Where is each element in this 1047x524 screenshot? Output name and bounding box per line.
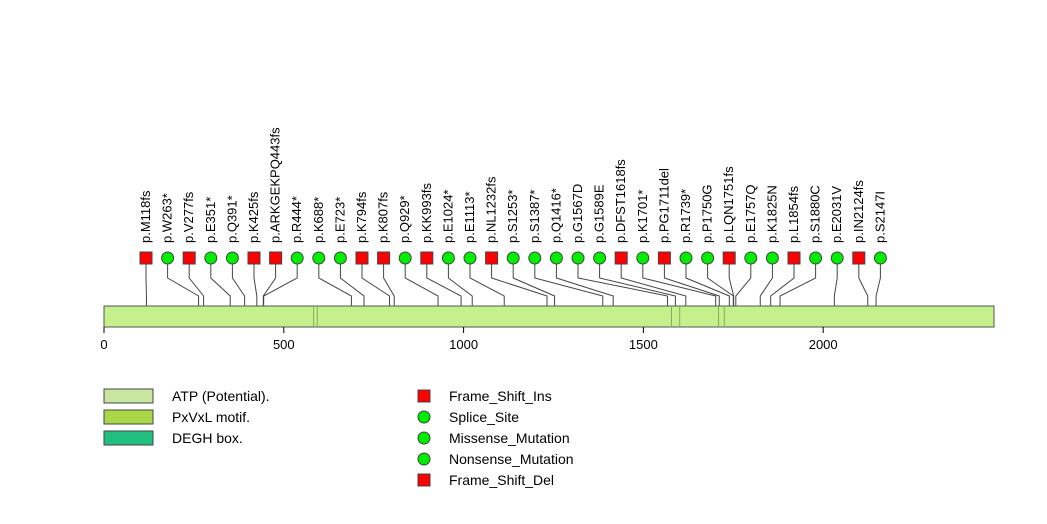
legend-marker-label: Nonsense_Mutation	[449, 451, 574, 467]
mutation-label: p.DFST1618fs	[613, 159, 628, 243]
mutation-marker-square	[722, 251, 736, 265]
mutation-marker-circle	[506, 251, 520, 265]
mutation-marker-circle	[204, 251, 218, 265]
mutation-label: p.G1589E	[592, 184, 607, 243]
mutation-label: p.E1113*	[462, 191, 477, 243]
mutation-label: p.LQN1751fs	[721, 166, 736, 243]
mutation-marker-square	[852, 251, 866, 265]
legend-domain-swatch	[103, 388, 154, 404]
legend-marker-label: Frame_Shift_Del	[449, 472, 554, 488]
mutation-label: p.P1750G	[700, 184, 715, 243]
mutation-label: p.S1387*	[527, 190, 542, 244]
mutation-label: p.S1880C	[808, 185, 823, 243]
legend-marker-label: Splice_Site	[449, 409, 519, 425]
mutation-marker-square	[182, 251, 196, 265]
legend-square-icon	[417, 389, 431, 403]
mutation-label: p.K1825N	[764, 185, 779, 243]
mutation-label: p.IN2124fs	[851, 180, 866, 243]
legend: ATP (Potential). PxVxL motif. DEGH box. Fra…	[103, 388, 574, 488]
mutation-label: p.E723*	[332, 197, 347, 243]
mutation-label: p.K688*	[311, 197, 326, 243]
mutation-marker-circle	[636, 251, 650, 265]
mutation-label: p.R1739*	[678, 189, 693, 243]
legend-square-icon	[417, 473, 431, 487]
mutation-marker-square	[247, 251, 261, 265]
legend-domain-label: DEGH box.	[172, 430, 243, 446]
mutation-label: p.Q1416*	[548, 188, 563, 243]
mutation-label: p.S1253*	[505, 190, 520, 244]
mutation-label: p.W263*	[160, 193, 175, 243]
mutation-marker-circle	[290, 251, 304, 265]
mutation-label: p.NL1232fs	[484, 176, 499, 243]
mutation-label: p.E1024*	[440, 190, 455, 244]
mutation-label: p.M118fs	[138, 190, 153, 243]
mutation-marker-circle	[463, 251, 477, 265]
legend-circle-icon	[417, 410, 431, 424]
mutation-marker-square	[269, 251, 283, 265]
mutation-label: p.Q929*	[397, 195, 412, 243]
mutation-marker-circle	[571, 251, 585, 265]
legend-circle-icon	[417, 431, 431, 445]
mutation-labels: p.M118fs p.W263* p.V277fs p.E351* p.Q391* p.K…	[138, 127, 887, 243]
mutation-label: p.R444*	[289, 196, 304, 243]
legend-circle-icon	[417, 452, 431, 466]
mutation-marker-square	[614, 251, 628, 265]
mutation-marker-circle	[549, 251, 563, 265]
mutation-marker-circle	[744, 251, 758, 265]
mutation-marker-square	[657, 251, 671, 265]
mutation-label: p.Q391*	[224, 195, 239, 243]
legend-domain-label: PxVxL motif.	[172, 409, 250, 425]
mutation-marker-circle	[830, 251, 844, 265]
mutation-label: p.G1567D	[570, 184, 585, 243]
mutation-label: p.L1854fs	[786, 185, 801, 243]
x-tick-label: 500	[273, 337, 295, 352]
mutation-marker-circle	[161, 251, 175, 265]
mutation-label: p.KK993fs	[419, 183, 434, 243]
mutation-label: p.K794fs	[354, 191, 369, 243]
mutation-marker-square	[420, 251, 434, 265]
mutation-label: p.S2147I	[872, 191, 887, 243]
mutation-marker-circle	[225, 251, 239, 265]
mutation-label: p.E1757Q	[743, 184, 758, 243]
mutation-marker-circle	[441, 251, 455, 265]
mutation-marker-circle	[765, 251, 779, 265]
legend-marker-label: Frame_Shift_Ins	[449, 388, 552, 404]
mutation-marker-square	[139, 251, 153, 265]
mutation-label: p.ARKGEKPQ443fs	[268, 127, 283, 243]
mutation-marker-square	[355, 251, 369, 265]
mutation-marker-square	[485, 251, 499, 265]
x-axis: 0 500 1000 1500 2000	[100, 327, 838, 352]
mutation-marker-circle	[333, 251, 347, 265]
mutation-marker-circle	[593, 251, 607, 265]
legend-marker-label: Missense_Mutation	[449, 430, 570, 446]
mutation-marker-circle	[873, 251, 887, 265]
x-tick-label: 1000	[449, 337, 478, 352]
mutation-marker-circle	[679, 251, 693, 265]
protein-bar	[103, 305, 995, 328]
x-tick-label: 0	[100, 337, 107, 352]
mutation-marker-square	[787, 251, 801, 265]
mutation-marker-square	[377, 251, 391, 265]
legend-domain-swatch	[103, 430, 154, 446]
mutation-marker-circle	[809, 251, 823, 265]
mutation-label: p.K1701*	[635, 190, 650, 244]
legend-domain-label: ATP (Potential).	[172, 388, 270, 404]
mutation-label: p.PG1711del	[656, 168, 671, 243]
mutation-marker-circle	[312, 251, 326, 265]
mutation-label: p.K425fs	[246, 191, 261, 243]
mutation-label: p.E2031V	[829, 186, 844, 243]
mutation-label: p.V277fs	[181, 191, 196, 243]
mutation-marker-circle	[701, 251, 715, 265]
x-tick-label: 1500	[629, 337, 658, 352]
mutation-label: p.E351*	[203, 197, 218, 243]
mutation-markers	[139, 251, 887, 265]
legend-domain-swatch	[103, 409, 154, 425]
mutation-label: p.K807fs	[376, 191, 391, 243]
x-tick-label: 2000	[809, 337, 838, 352]
mutation-marker-circle	[398, 251, 412, 265]
mutation-marker-circle	[528, 251, 542, 265]
protein-track	[103, 305, 995, 328]
